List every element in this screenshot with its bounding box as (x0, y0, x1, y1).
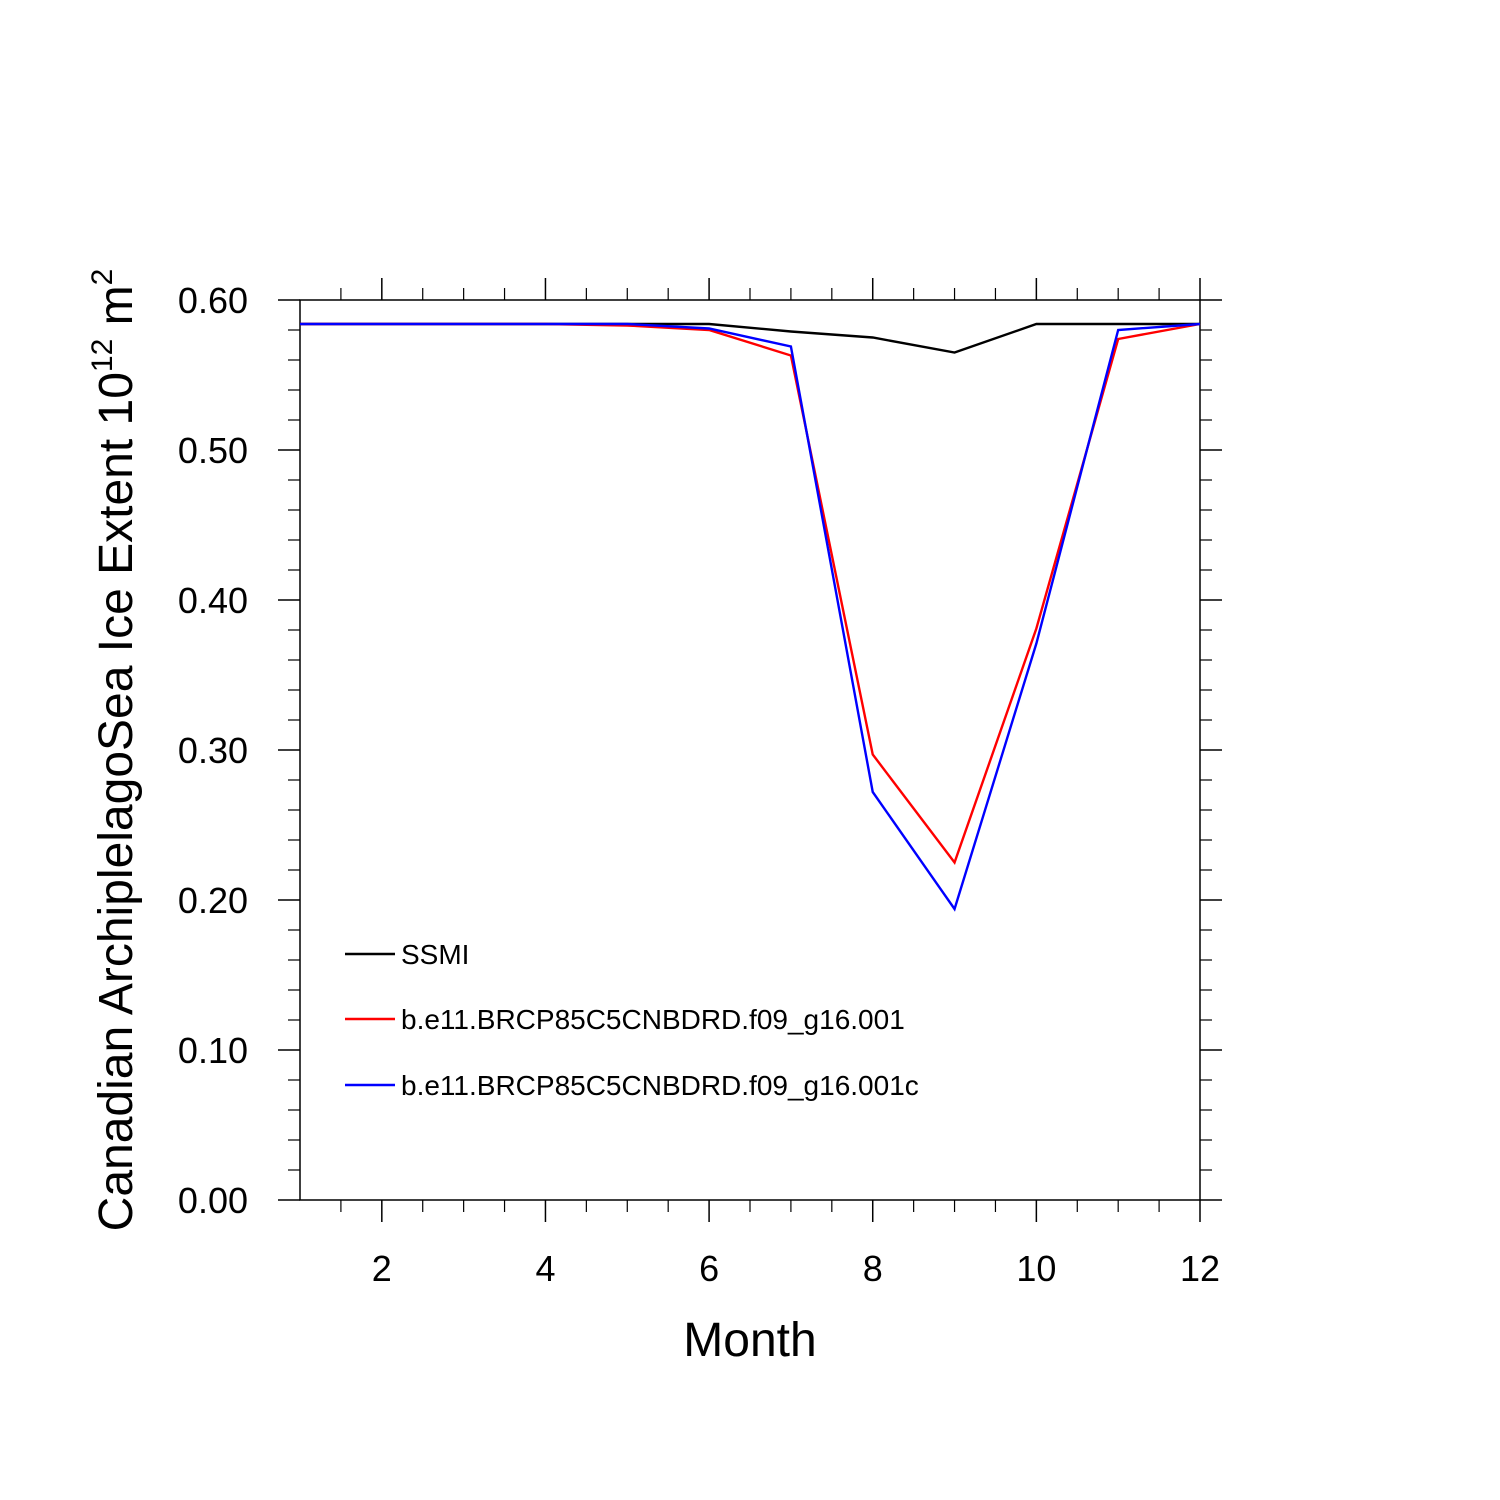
series-line-2 (300, 322, 1201, 866)
x-tick-labels: 2 4 6 8 10 12 (372, 1248, 1220, 1289)
major-ticks (278, 278, 1222, 1222)
y-tick-label: 0.60 (178, 280, 248, 321)
y-tick-label: 0.10 (178, 1030, 248, 1071)
x-axis-title: Month (683, 1314, 816, 1367)
legend: SSMI b.e11.BRCP85C5CNBDRD.f09_g16.001 b.e1… (345, 939, 919, 1101)
y-tick-label: 0.00 (178, 1180, 248, 1221)
legend-label: SSMI (401, 939, 469, 970)
series-line-3 (300, 322, 1201, 912)
y-tick-label: 0.20 (178, 880, 248, 921)
x-tick-label: 12 (1180, 1248, 1220, 1289)
x-tick-label: 6 (699, 1248, 719, 1289)
x-tick-label: 2 (372, 1248, 392, 1289)
legend-label: b.e11.BRCP85C5CNBDRD.f09_g16.001c (401, 1070, 919, 1101)
y-tick-labels: 0.00 0.10 0.20 0.30 0.40 0.50 0.60 (178, 280, 248, 1221)
minor-ticks (288, 288, 1212, 1212)
legend-label: b.e11.BRCP85C5CNBDRD.f09_g16.001 (401, 1004, 905, 1035)
y-axis-title: Canadian ArchiplelagoSea Ice Extent 1012… (86, 269, 143, 1232)
plot-frame (299, 299, 1201, 1201)
x-tick-label: 4 (535, 1248, 555, 1289)
x-tick-label: 8 (863, 1248, 883, 1289)
y-tick-label: 0.30 (178, 730, 248, 771)
x-tick-label: 10 (1016, 1248, 1056, 1289)
y-axis-title-unit-exponent: 2 (86, 269, 119, 286)
y-tick-label: 0.40 (178, 580, 248, 621)
y-axis-title-exponent: 12 (86, 339, 119, 372)
y-axis-title-main: Canadian ArchiplelagoSea Ice Extent 10 (90, 372, 143, 1231)
y-axis-title-unit: m (90, 285, 143, 338)
series-lines (300, 322, 1201, 912)
y-tick-label: 0.50 (178, 430, 248, 471)
